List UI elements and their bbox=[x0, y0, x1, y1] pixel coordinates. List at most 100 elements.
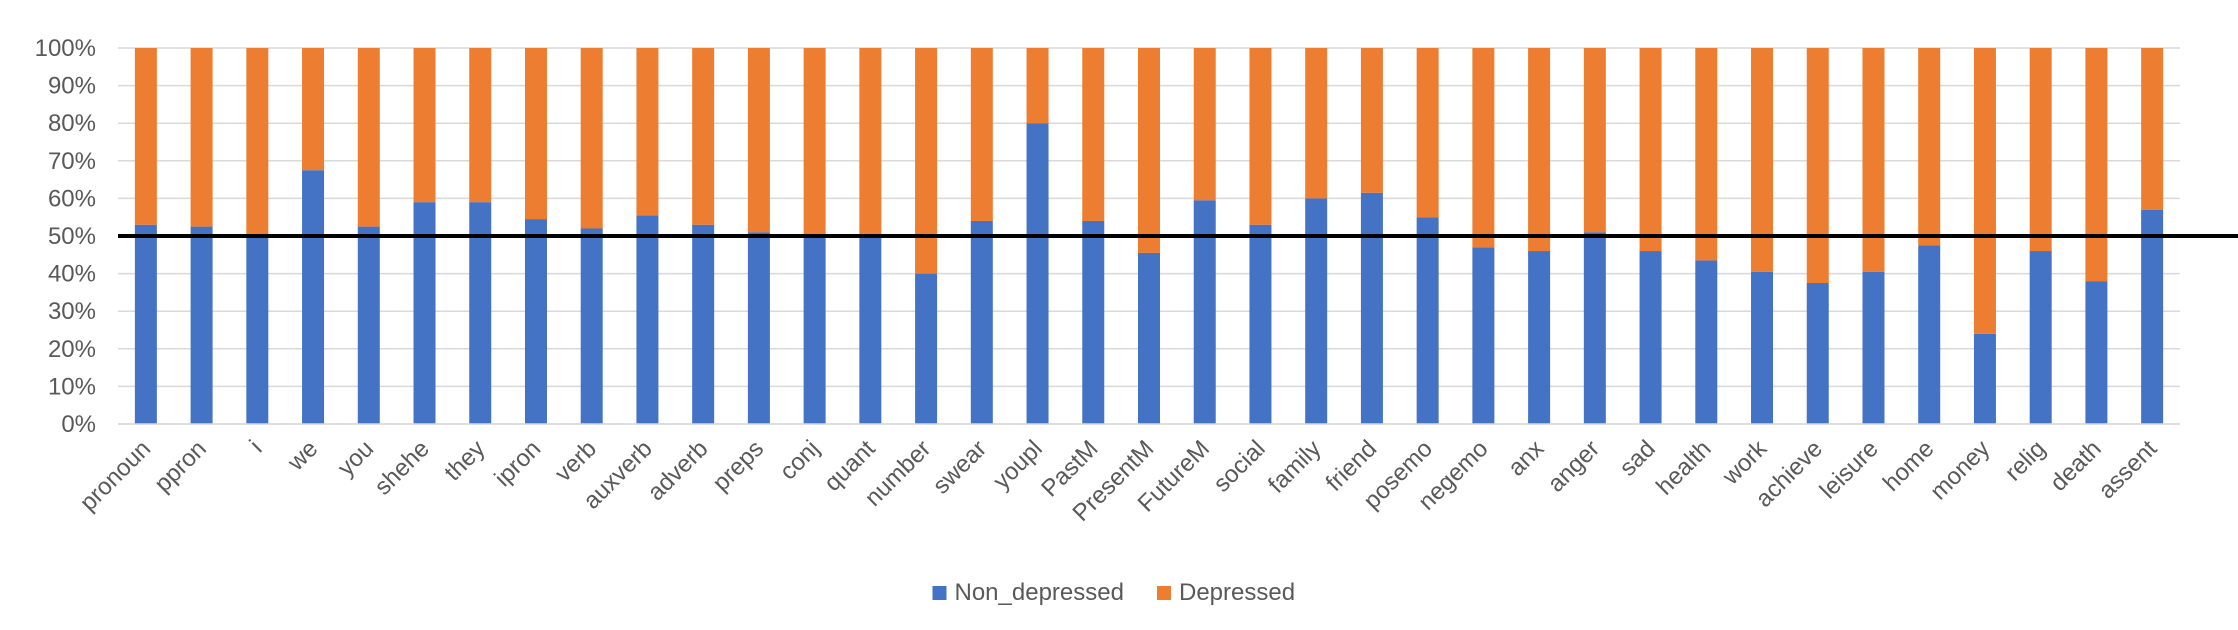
bar-depressed bbox=[1751, 48, 1773, 272]
bar-non-depressed bbox=[1305, 198, 1327, 424]
bar-non-depressed bbox=[1751, 272, 1773, 424]
bar-depressed bbox=[1027, 48, 1049, 123]
x-tick-label: pronoun bbox=[75, 435, 156, 516]
bar-depressed bbox=[414, 48, 436, 202]
y-tick-label: 50% bbox=[48, 223, 96, 250]
y-tick-label: 30% bbox=[48, 298, 96, 325]
bar-depressed bbox=[1138, 48, 1160, 253]
bar-non-depressed bbox=[971, 221, 993, 424]
x-tick-label: we bbox=[282, 435, 323, 476]
bar-non-depressed bbox=[636, 215, 658, 424]
bar-depressed bbox=[2141, 48, 2163, 210]
x-tick-label: health bbox=[1651, 435, 1716, 500]
bar-depressed bbox=[1584, 48, 1606, 232]
bar-non-depressed bbox=[525, 219, 547, 424]
bar-depressed bbox=[581, 48, 603, 228]
bar-depressed bbox=[1472, 48, 1494, 247]
legend-swatch-depressed bbox=[1157, 586, 1171, 600]
y-tick-label: 0% bbox=[61, 411, 96, 438]
bar-depressed bbox=[525, 48, 547, 219]
legend-swatch-non-depressed bbox=[933, 586, 947, 600]
bar-depressed bbox=[1082, 48, 1104, 221]
bar-depressed bbox=[302, 48, 324, 170]
y-tick-label: 40% bbox=[48, 261, 96, 288]
bar-non-depressed bbox=[1361, 193, 1383, 424]
x-tick-label: sad bbox=[1614, 435, 1660, 481]
x-tick-label: preps bbox=[708, 435, 770, 497]
bar-non-depressed bbox=[1640, 251, 1662, 424]
bar-depressed bbox=[636, 48, 658, 215]
y-tick-label: 20% bbox=[48, 336, 96, 363]
bar-non-depressed bbox=[1027, 123, 1049, 424]
x-tick-label: social bbox=[1208, 435, 1270, 497]
legend: Non_depressed Depressed bbox=[933, 579, 1296, 606]
bar-non-depressed bbox=[191, 227, 213, 424]
y-tick-label: 70% bbox=[48, 148, 96, 175]
bar-non-depressed bbox=[302, 170, 324, 424]
bar-non-depressed bbox=[859, 236, 881, 424]
x-tick-label: you bbox=[333, 435, 379, 481]
bar-non-depressed bbox=[692, 225, 714, 424]
x-tick-label: money bbox=[1925, 435, 1995, 505]
bar-depressed bbox=[1695, 48, 1717, 260]
y-tick-label: 80% bbox=[48, 110, 96, 137]
bar-depressed bbox=[804, 48, 826, 236]
legend-label-depressed: Depressed bbox=[1179, 579, 1295, 606]
bar-depressed bbox=[1361, 48, 1383, 193]
x-tick-label: leisure bbox=[1815, 435, 1884, 504]
bar-depressed bbox=[915, 48, 937, 274]
bar-non-depressed bbox=[1082, 221, 1104, 424]
bar-non-depressed bbox=[246, 236, 268, 424]
bar-non-depressed bbox=[2085, 281, 2107, 424]
x-tick-label: adverb bbox=[642, 435, 713, 506]
x-tick-label: anx bbox=[1503, 435, 1549, 481]
bar-depressed bbox=[1249, 48, 1271, 225]
bar-non-depressed bbox=[748, 232, 770, 424]
bar-depressed bbox=[135, 48, 157, 225]
bar-depressed bbox=[469, 48, 491, 202]
bar-depressed bbox=[2030, 48, 2052, 251]
bar-depressed bbox=[191, 48, 213, 227]
y-tick-label: 60% bbox=[48, 185, 96, 212]
y-tick-label: 90% bbox=[48, 73, 96, 100]
bar-non-depressed bbox=[1249, 225, 1271, 424]
y-tick-label: 100% bbox=[35, 35, 96, 62]
bar-depressed bbox=[859, 48, 881, 236]
bar-non-depressed bbox=[1974, 334, 1996, 424]
bar-depressed bbox=[1862, 48, 1884, 272]
x-tick-label: conj bbox=[775, 435, 825, 485]
bar-non-depressed bbox=[2141, 210, 2163, 424]
bar-non-depressed bbox=[804, 236, 826, 424]
bar-depressed bbox=[358, 48, 380, 227]
y-tick-label: 10% bbox=[48, 373, 96, 400]
bar-depressed bbox=[1640, 48, 1662, 251]
bar-non-depressed bbox=[915, 274, 937, 424]
bar-non-depressed bbox=[1472, 247, 1494, 424]
x-tick-label: ipron bbox=[489, 435, 546, 492]
bar-non-depressed bbox=[1918, 245, 1940, 424]
x-tick-label: relig bbox=[2000, 435, 2051, 486]
x-tick-label: i bbox=[245, 435, 268, 458]
legend-label-non-depressed: Non_depressed bbox=[955, 579, 1124, 606]
x-tick-label: family bbox=[1263, 435, 1326, 498]
bar-depressed bbox=[1974, 48, 1996, 334]
y-axis: 0% 10% 20% 30% 40% 50% 60% 70% 80% 90% 100% bbox=[35, 35, 96, 438]
bar-non-depressed bbox=[2030, 251, 2052, 424]
bar-non-depressed bbox=[581, 228, 603, 424]
bar-non-depressed bbox=[358, 227, 380, 424]
bar-depressed bbox=[2085, 48, 2107, 281]
bar-non-depressed bbox=[1584, 232, 1606, 424]
bar-non-depressed bbox=[1528, 251, 1550, 424]
bar-depressed bbox=[971, 48, 993, 221]
bar-non-depressed bbox=[1194, 200, 1216, 424]
bar-non-depressed bbox=[1138, 253, 1160, 424]
bar-depressed bbox=[1807, 48, 1829, 283]
bar-depressed bbox=[748, 48, 770, 232]
bar-depressed bbox=[1528, 48, 1550, 251]
bar-non-depressed bbox=[1417, 217, 1439, 424]
bar-non-depressed bbox=[135, 225, 157, 424]
bar-depressed bbox=[1918, 48, 1940, 245]
